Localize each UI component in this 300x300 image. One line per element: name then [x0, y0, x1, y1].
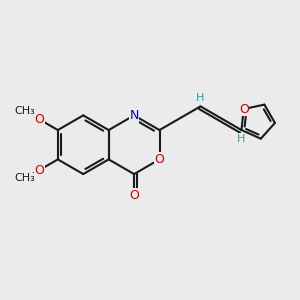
Text: N: N: [129, 109, 139, 122]
Text: O: O: [239, 103, 249, 116]
Text: CH₃: CH₃: [15, 173, 35, 183]
Text: O: O: [34, 164, 44, 176]
Text: O: O: [129, 189, 139, 202]
Text: H: H: [237, 134, 246, 144]
Text: O: O: [154, 153, 164, 166]
Text: CH₃: CH₃: [15, 106, 35, 116]
Text: H: H: [196, 93, 205, 103]
Text: O: O: [34, 113, 44, 126]
